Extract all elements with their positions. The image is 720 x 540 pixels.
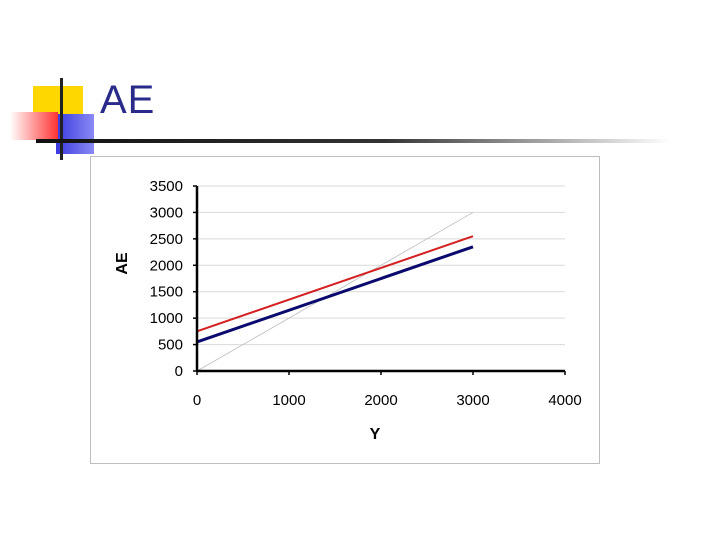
- grid-layer: [197, 185, 565, 346]
- series-layer: [196, 212, 474, 372]
- x-axis-label: Y: [370, 426, 381, 443]
- labels-layer: 0 500 1000 1500 2000 2500 3000 3500 0 1000 2000 300…: [114, 178, 582, 443]
- y-tick-label-3: 1500: [150, 284, 183, 301]
- series-line-1: [196, 235, 474, 333]
- slide-title: AE: [100, 78, 156, 122]
- chart-container: 0 500 1000 1500 2000 2500 3000 3500 0 1000 2000 300…: [90, 156, 600, 464]
- series-line-2: [196, 245, 474, 344]
- y-tick-label-1: 500: [158, 337, 183, 354]
- decor-vertical-line: [60, 78, 63, 160]
- y-tick-label-6: 3000: [150, 204, 183, 221]
- y-tick-label-0: 0: [175, 363, 183, 380]
- y-tick-label-5: 2500: [150, 231, 183, 248]
- x-tick-label-0: 0: [193, 392, 201, 409]
- series-line-0: [196, 212, 474, 372]
- y-tick-label-7: 3500: [150, 178, 183, 195]
- title-rule: [36, 139, 670, 143]
- axes-layer: [193, 185, 566, 375]
- y-axis-label: AE: [114, 252, 131, 275]
- y-tick-label-4: 2000: [150, 257, 183, 274]
- x-tick-label-4: 4000: [548, 392, 581, 409]
- x-tick-label-2: 2000: [364, 392, 397, 409]
- chart: 0 500 1000 1500 2000 2500 3000 3500 0 1000 2000 300…: [114, 178, 582, 443]
- y-tick-label-2: 1000: [150, 310, 183, 327]
- x-tick-label-3: 3000: [456, 392, 489, 409]
- decor-red-square: [10, 112, 58, 140]
- x-tick-label-1: 1000: [272, 392, 305, 409]
